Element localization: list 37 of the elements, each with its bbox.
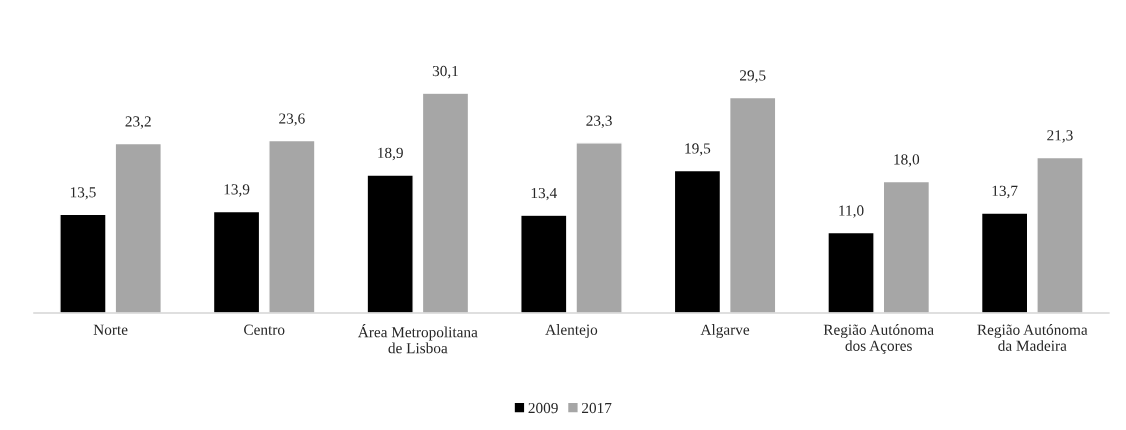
bar [114, 142, 162, 313]
bar [575, 142, 623, 313]
bar [980, 212, 1029, 313]
bar [268, 139, 316, 313]
x-tick-label: Região Autónoma dos Açores [823, 324, 934, 355]
data-label: 23,3 [586, 115, 612, 129]
data-label: 19,5 [685, 143, 711, 156]
bar [59, 213, 107, 313]
data-label: 11,0 [839, 205, 864, 218]
data-label: 23,2 [125, 116, 151, 129]
x-tick-label: Alentejo [545, 324, 598, 338]
x-tick-label: Região Autónoma da Madeira [977, 324, 1088, 351]
data-label: 13,5 [70, 187, 96, 200]
data-label: 13,4 [531, 187, 557, 201]
data-label: 21,3 [1047, 130, 1073, 143]
legend-label: 2009 [528, 402, 558, 414]
bar [728, 96, 777, 313]
data-label: 29,5 [740, 70, 766, 83]
x-tick-label: Área Metropolitana de Lisboa [357, 324, 478, 354]
bar [827, 231, 875, 313]
x-tick-label: Centro [244, 324, 285, 335]
legend-label: 2017 [582, 402, 612, 414]
data-label: 13,9 [224, 184, 250, 197]
bar [520, 214, 568, 313]
bar [366, 174, 414, 313]
data-label: 13,7 [992, 185, 1018, 199]
bar [673, 169, 722, 313]
bar [1036, 156, 1084, 313]
x-tick-label: Norte [93, 324, 128, 335]
bar [212, 210, 261, 313]
x-tick-label: Algarve [700, 324, 750, 339]
bar [882, 180, 931, 313]
data-label: 30,1 [432, 65, 458, 79]
data-label: 18,9 [378, 147, 403, 161]
bar [421, 92, 470, 313]
data-label: 18,0 [894, 154, 920, 167]
data-label: 23,6 [279, 113, 305, 126]
